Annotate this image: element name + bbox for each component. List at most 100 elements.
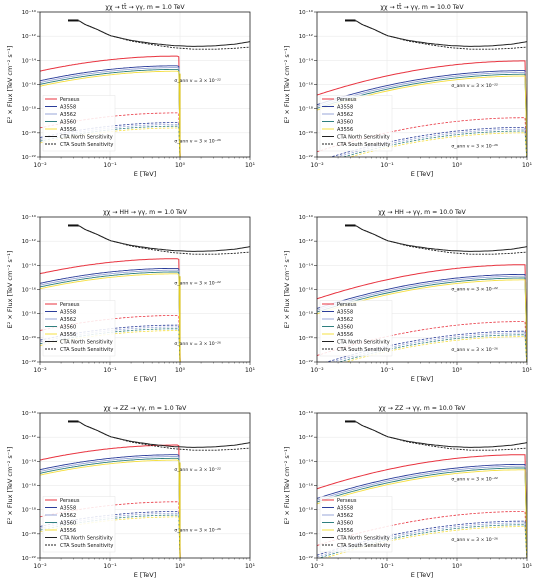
series-line-a3556	[317, 469, 527, 558]
y-tick-label: 10⁻¹²	[299, 238, 313, 245]
legend-label: Perseus	[60, 97, 80, 103]
legend-label: CTA South Sensitivity	[60, 543, 113, 549]
y-tick-label: 10⁻¹⁰	[299, 214, 314, 221]
legend-label: A3562	[337, 513, 353, 519]
legend-label: CTA South Sensitivity	[337, 142, 390, 148]
series-line-a3556	[40, 273, 181, 362]
y-tick-label: 10⁻¹⁸	[299, 507, 314, 514]
x-tick-label: 10⁰	[175, 367, 186, 374]
y-tick-label: 10⁻¹²	[22, 238, 36, 245]
cta-south-line	[68, 225, 250, 255]
cta-north-line	[345, 20, 527, 47]
chart-panel-2: 10⁻² 10⁻¹ 10⁰ 10¹ 10⁻²² 10⁻²⁰ 10⁻¹⁸ 10⁻¹⁶ 10⁻¹⁴ 1…	[283, 2, 533, 178]
legend-label: Perseus	[337, 97, 357, 103]
legend-label: A3558	[337, 506, 353, 512]
chart-panel-4: 10⁻² 10⁻¹ 10⁰ 10¹ 10⁻²² 10⁻²⁰ 10⁻¹⁸ 10⁻¹⁶ 10⁻¹⁴ 1…	[283, 209, 533, 383]
legend-label: A3556	[60, 332, 76, 338]
y-tick-label: 10⁻²⁰	[299, 335, 314, 342]
legend-label: A3562	[60, 513, 76, 519]
legend-label: CTA South Sensitivity	[337, 543, 390, 549]
cta-south-line	[68, 20, 250, 50]
legend-label: A3556	[337, 332, 353, 338]
y-tick-label: 10⁻²²	[299, 359, 313, 366]
series-line-a3558	[40, 267, 181, 362]
series-line-low-a3560	[337, 334, 527, 362]
y-tick-label: 10⁻¹⁶	[299, 82, 314, 89]
legend-label: CTA North Sensitivity	[337, 536, 390, 542]
legend-label: A3556	[337, 528, 353, 534]
y-tick-label: 10⁻¹⁶	[299, 483, 314, 490]
legend-label: CTA North Sensitivity	[337, 135, 390, 141]
y-tick-label: 10⁻¹⁶	[299, 287, 314, 294]
cta-south-line	[345, 421, 527, 451]
x-tick-label: 10⁻²	[310, 162, 324, 169]
y-tick-label: 10⁻¹⁸	[22, 311, 37, 318]
chart-title: χχ → tt̄ → γγ, m = 10.0 TeV	[380, 2, 464, 11]
y-tick-label: 10⁻²⁰	[22, 130, 37, 137]
series-line-low-a3562	[331, 332, 527, 362]
y-tick-label: 10⁻¹⁸	[22, 507, 37, 514]
cta-north-line	[345, 421, 527, 448]
chart-panel-5: 10⁻² 10⁻¹ 10⁰ 10¹ 10⁻²² 10⁻²⁰ 10⁻¹⁸ 10⁻¹⁶ 10⁻¹⁴ 1…	[6, 405, 256, 579]
legend-label: CTA South Sensitivity	[337, 347, 390, 353]
legend-label: A3562	[337, 112, 353, 118]
legend-label: A3562	[60, 317, 76, 323]
x-tick-label: 10¹	[522, 367, 533, 374]
series-line-a3556	[40, 70, 181, 157]
legend-box	[42, 300, 116, 357]
legend-label: A3556	[60, 528, 76, 534]
x-tick-label: 10⁰	[452, 367, 463, 374]
chart-panel-3: 10⁻² 10⁻¹ 10⁰ 10¹ 10⁻²² 10⁻²⁰ 10⁻¹⁸ 10⁻¹⁶ 10⁻¹⁴ 1…	[6, 209, 256, 383]
legend-label: A3560	[60, 521, 76, 527]
series-line-a3560	[40, 271, 181, 362]
y-tick-label: 10⁻²²	[22, 555, 36, 562]
x-tick-label: 10⁻²	[33, 162, 47, 169]
y-tick-label: 10⁻²²	[22, 359, 36, 366]
x-tick-label: 10⁻¹	[380, 563, 394, 570]
x-tick-label: 10¹	[245, 162, 256, 169]
series-line-a3558	[317, 70, 527, 157]
x-tick-label: 10¹	[522, 162, 533, 169]
y-tick-label: 10⁻¹⁴	[22, 262, 37, 269]
legend-label: A3560	[337, 120, 353, 126]
y-tick-label: 10⁻¹⁰	[299, 9, 314, 16]
x-tick-label: 10¹	[522, 563, 533, 570]
annotation-high: σ_ann v = 3 × 10⁻²²	[174, 467, 221, 473]
legend-label: CTA South Sensitivity	[60, 347, 113, 353]
y-tick-label: 10⁻¹⁸	[22, 106, 37, 113]
legend-box	[319, 496, 393, 553]
annotation-high: σ_ann v = 3 × 10⁻²²	[174, 78, 221, 84]
cta-south-line	[68, 421, 250, 451]
y-tick-label: 10⁻¹²	[22, 434, 36, 441]
x-tick-label: 10⁻²	[310, 563, 324, 570]
series-line-a3562	[40, 456, 181, 558]
y-axis-label: E² × Flux [TeV cm⁻² s⁻¹]	[6, 46, 14, 124]
y-tick-label: 10⁻¹⁴	[299, 57, 314, 64]
legend-box	[319, 300, 393, 357]
y-tick-label: 10⁻²²	[22, 154, 36, 161]
series-line-low-a3562	[335, 128, 527, 157]
legend-label: CTA South Sensitivity	[60, 142, 113, 148]
x-axis-label: E [TeV]	[411, 375, 434, 383]
legend-box	[319, 95, 393, 152]
x-tick-label: 10⁰	[452, 563, 463, 570]
legend-box	[42, 496, 116, 553]
x-tick-label: 10⁻¹	[380, 367, 394, 374]
y-tick-label: 10⁻¹⁸	[299, 311, 314, 318]
x-tick-label: 10⁰	[452, 162, 463, 169]
y-axis-label: E² × Flux [TeV cm⁻² s⁻¹]	[6, 447, 14, 525]
y-tick-label: 10⁻²⁰	[22, 531, 37, 538]
legend-label: CTA North Sensitivity	[60, 135, 113, 141]
series-line-a3562	[317, 275, 527, 362]
y-axis-label: E² × Flux [TeV cm⁻² s⁻¹]	[283, 46, 291, 124]
annotation-low: σ_ann v = 3 × 10⁻²⁶	[451, 347, 498, 353]
legend-label: Perseus	[337, 302, 357, 308]
annotation-high: σ_ann v = 3 × 10⁻²²	[451, 287, 498, 293]
x-axis-label: E [TeV]	[411, 170, 434, 178]
y-tick-label: 10⁻¹⁸	[299, 106, 314, 113]
annotation-low: σ_ann v = 3 × 10⁻²⁶	[174, 527, 221, 533]
